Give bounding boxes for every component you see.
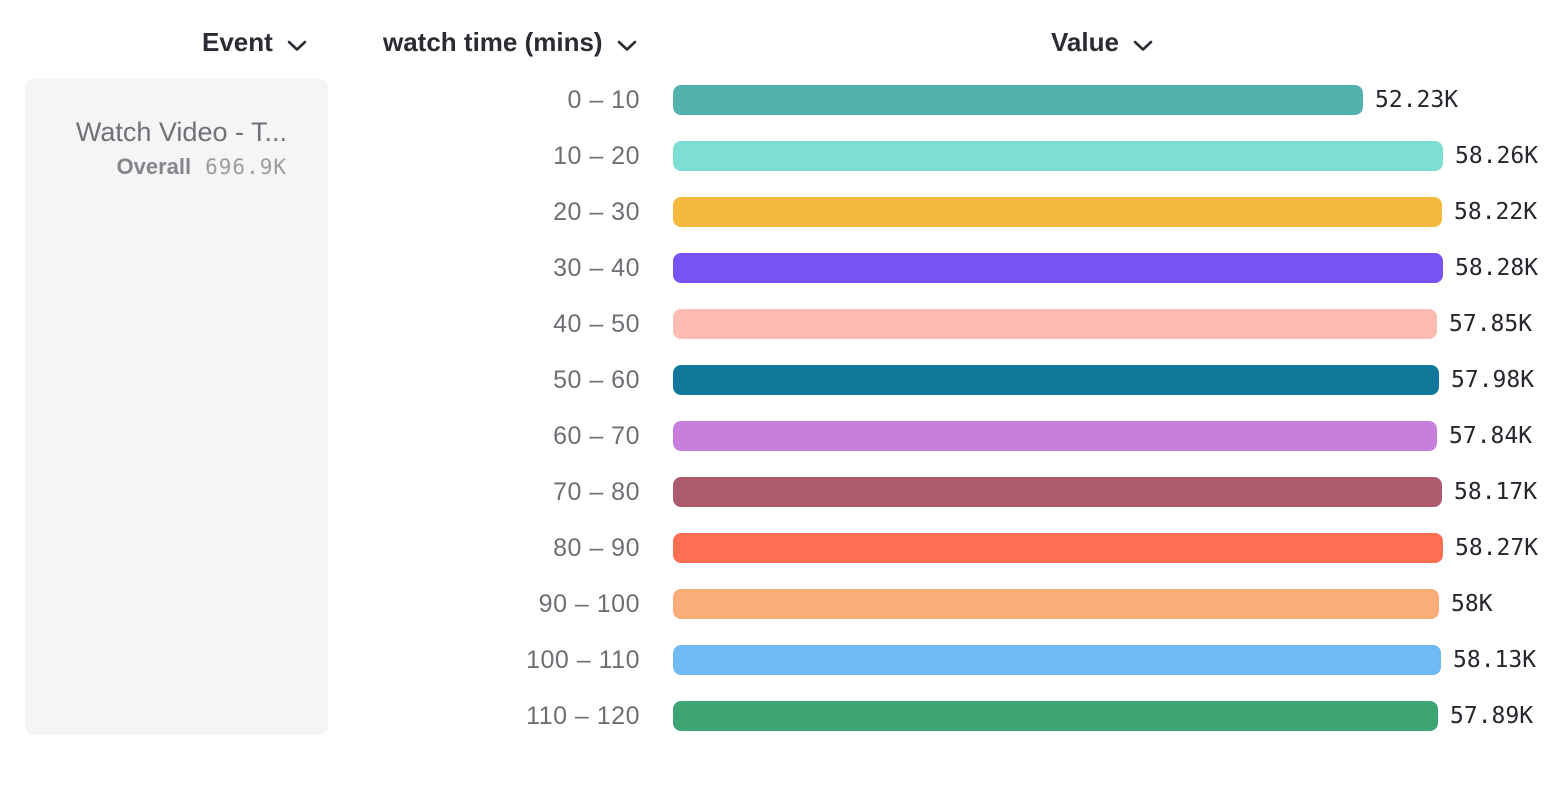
event-card: Watch Video - T... Overall 696.9K bbox=[25, 79, 328, 735]
value-label: 58.22K bbox=[1454, 199, 1538, 225]
value-column-label: Value bbox=[1051, 26, 1119, 57]
value-label: 52.23K bbox=[1375, 87, 1459, 113]
category-label: 70 – 80 bbox=[553, 477, 640, 506]
value-label: 57.89K bbox=[1450, 703, 1534, 729]
value-label: 58K bbox=[1451, 591, 1493, 617]
bar-segment[interactable] bbox=[673, 85, 1363, 115]
category-label: 90 – 100 bbox=[538, 589, 640, 618]
breakdown-column-dropdown[interactable]: watch time (mins) bbox=[383, 25, 637, 59]
overall-label: Overall bbox=[116, 154, 192, 179]
chart-row: 90 – 100 58K bbox=[0, 576, 1568, 632]
category-label: 110 – 120 bbox=[526, 701, 640, 730]
overall-value: 696.9K bbox=[205, 155, 287, 179]
bar-segment[interactable] bbox=[673, 141, 1443, 171]
chart-row: 60 – 70 57.84K bbox=[0, 408, 1568, 464]
bar-segment[interactable] bbox=[673, 421, 1437, 451]
value-column-dropdown[interactable]: Value bbox=[1051, 25, 1153, 59]
bar-segment[interactable] bbox=[673, 365, 1439, 395]
chart-row: 80 – 90 58.27K bbox=[0, 520, 1568, 576]
overall-row: Overall 696.9K bbox=[117, 154, 287, 180]
bar-segment[interactable] bbox=[673, 701, 1438, 731]
value-label: 58.28K bbox=[1455, 255, 1539, 281]
bar-chart: 0 – 10 52.23K 10 – 20 58.26K 20 – 30 58.22K 30… bbox=[0, 72, 1568, 744]
event-title: Watch Video - T... bbox=[75, 117, 287, 147]
chart-row: 20 – 30 58.22K bbox=[0, 184, 1568, 240]
bar-segment[interactable] bbox=[673, 589, 1439, 619]
category-label: 0 – 10 bbox=[567, 85, 640, 114]
bar-segment[interactable] bbox=[673, 253, 1443, 283]
bar-segment[interactable] bbox=[673, 477, 1442, 507]
chart-row: 40 – 50 57.85K bbox=[0, 296, 1568, 352]
bar-segment[interactable] bbox=[673, 645, 1441, 675]
event-column-dropdown[interactable]: Event bbox=[202, 25, 307, 59]
chart-row: 0 – 10 52.23K bbox=[0, 72, 1568, 128]
category-label: 80 – 90 bbox=[553, 533, 640, 562]
value-label: 58.13K bbox=[1453, 647, 1537, 673]
bar-segment[interactable] bbox=[673, 533, 1443, 563]
value-label: 58.27K bbox=[1455, 535, 1539, 561]
category-label: 40 – 50 bbox=[553, 309, 640, 338]
chevron-down-icon bbox=[617, 28, 637, 59]
value-label: 58.17K bbox=[1454, 479, 1538, 505]
value-label: 58.26K bbox=[1455, 143, 1539, 169]
value-label: 57.98K bbox=[1451, 367, 1535, 393]
value-label: 57.84K bbox=[1449, 423, 1533, 449]
bar-segment[interactable] bbox=[673, 197, 1442, 227]
chart-row: 100 – 110 58.13K bbox=[0, 632, 1568, 688]
event-column-label: Event bbox=[202, 26, 273, 57]
chart-row: 70 – 80 58.17K bbox=[0, 464, 1568, 520]
category-label: 100 – 110 bbox=[526, 645, 640, 674]
category-label: 10 – 20 bbox=[553, 141, 640, 170]
bar-segment[interactable] bbox=[673, 309, 1437, 339]
category-label: 30 – 40 bbox=[553, 253, 640, 282]
chart-row: 30 – 40 58.28K bbox=[0, 240, 1568, 296]
chart-row: 110 – 120 57.89K bbox=[0, 688, 1568, 744]
chart-row: 10 – 20 58.26K bbox=[0, 128, 1568, 184]
chevron-down-icon bbox=[287, 28, 307, 59]
category-label: 60 – 70 bbox=[553, 421, 640, 450]
category-label: 20 – 30 bbox=[553, 197, 640, 226]
chart-row: 50 – 60 57.98K bbox=[0, 352, 1568, 408]
category-label: 50 – 60 bbox=[553, 365, 640, 394]
value-label: 57.85K bbox=[1449, 311, 1533, 337]
breakdown-column-label: watch time (mins) bbox=[383, 26, 603, 57]
chevron-down-icon bbox=[1133, 28, 1153, 59]
